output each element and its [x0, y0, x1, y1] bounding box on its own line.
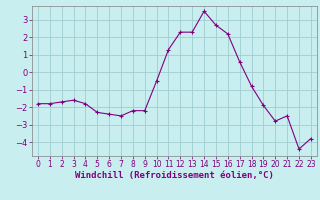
- X-axis label: Windchill (Refroidissement éolien,°C): Windchill (Refroidissement éolien,°C): [75, 171, 274, 180]
